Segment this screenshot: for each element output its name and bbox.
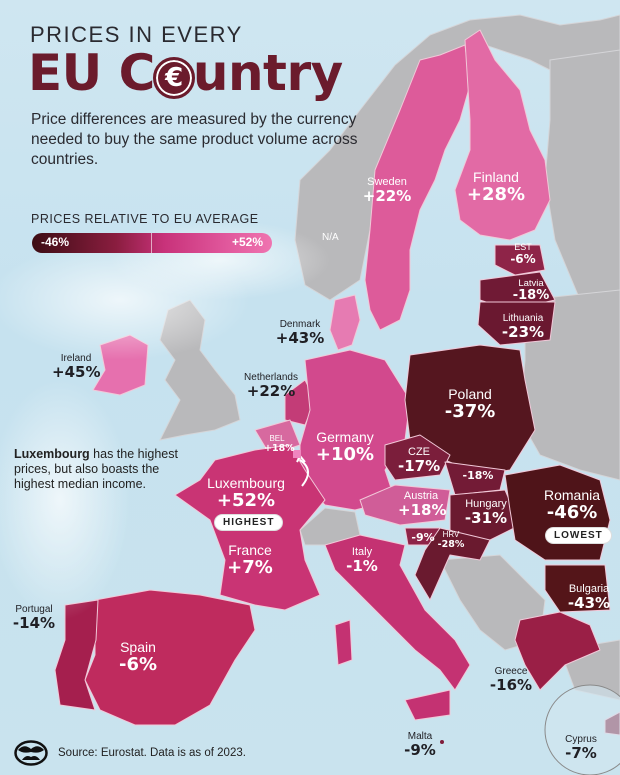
- estonia-shape: [494, 244, 546, 276]
- non-eu-label: N/A: [322, 232, 339, 243]
- label-netherlands: Netherlands +22%: [244, 372, 298, 400]
- note-text: has the highest prices, but also boasts …: [14, 447, 178, 491]
- portugal-shape: [54, 599, 99, 711]
- label-belgium: BEL +18%: [264, 434, 295, 454]
- label-denmark: Denmark +43%: [275, 319, 325, 347]
- label-italy: Italy -1%: [346, 546, 378, 576]
- greece-shape: [514, 611, 601, 691]
- legend-color-bar: -46% +52%: [32, 233, 272, 253]
- label-france: France +7%: [227, 542, 273, 579]
- label-estonia: EST -6%: [510, 242, 536, 266]
- label-latvia: Latvia -18%: [512, 278, 550, 304]
- label-czechia: CZE -17%: [398, 446, 441, 476]
- label-hungary: Hungary -31%: [464, 498, 508, 528]
- croatia-shape: [414, 527, 491, 601]
- note-bold: Luxembourg: [14, 447, 90, 461]
- page-title: EU C € untry: [28, 48, 343, 99]
- label-portugal: Portugal -14%: [12, 604, 56, 632]
- title-text-1: EU C: [28, 44, 155, 102]
- spain-shape: [84, 589, 256, 726]
- label-spain: Spain -6%: [118, 639, 158, 676]
- label-austria: Austria +18%: [398, 490, 447, 520]
- footer: Source: Eurostat. Data is as of 2023.: [14, 740, 246, 766]
- visual-capitalist-logo-icon: [14, 740, 48, 766]
- label-romania: Romania -46%: [543, 487, 601, 524]
- label-luxembourg: Luxembourg +52%: [207, 475, 285, 512]
- sardinia-shape: [334, 619, 353, 666]
- label-poland: Poland -37%: [444, 386, 496, 423]
- label-germany: Germany +10%: [315, 429, 375, 466]
- highest-badge: HIGHEST: [214, 514, 284, 531]
- title-text-2: untry: [192, 44, 343, 102]
- label-sweden: Sweden +22%: [362, 176, 412, 206]
- austria-shape: [359, 484, 451, 526]
- malta-shape: [440, 740, 444, 744]
- label-slovakia: -18%: [462, 469, 494, 482]
- subtitle: Price differences are measured by the cu…: [31, 111, 358, 168]
- source-text: Source: Eurostat. Data is as of 2023.: [58, 747, 246, 759]
- label-croatia: HRV -28%: [437, 530, 465, 550]
- lithuania-shape: [477, 301, 556, 346]
- legend-midpoint: [151, 233, 152, 253]
- legend-max-label: +52%: [231, 235, 263, 249]
- label-bulgaria: Bulgaria -43%: [567, 583, 611, 613]
- label-ireland: Ireland +45%: [52, 353, 101, 381]
- label-cyprus: Cyprus -7%: [565, 734, 597, 762]
- label-slovenia: -9%: [411, 531, 435, 544]
- title-kicker: PRICES IN EVERY: [30, 22, 243, 47]
- euro-icon: €: [152, 57, 195, 99]
- lowest-badge: LOWEST: [545, 527, 612, 544]
- czechia-shape: [384, 434, 451, 481]
- label-lithuania: Lithuania -23%: [501, 313, 545, 341]
- luxembourg-note: Luxembourg has the highest prices, but a…: [14, 447, 194, 492]
- italy-shape: [324, 534, 471, 691]
- cyprus-inset-circle: [544, 684, 620, 775]
- luxembourg-arrow: [299, 459, 309, 487]
- label-greece: Greece -16%: [489, 666, 533, 694]
- label-malta: Malta -9%: [404, 731, 436, 759]
- sweden-shape: [364, 44, 471, 331]
- finland-shape: [454, 29, 551, 241]
- legend-min-label: -46%: [41, 235, 70, 249]
- luxembourg-shape: [293, 450, 301, 458]
- denmark-shape: [329, 294, 361, 351]
- poland-shape: [404, 344, 536, 476]
- legend-title: PRICES RELATIVE TO EU AVERAGE: [31, 212, 259, 226]
- sicily-shape: [404, 689, 451, 721]
- label-finland: Finland +28%: [466, 169, 526, 206]
- bulgaria-shape: [544, 564, 611, 613]
- hungary-shape: [449, 489, 521, 546]
